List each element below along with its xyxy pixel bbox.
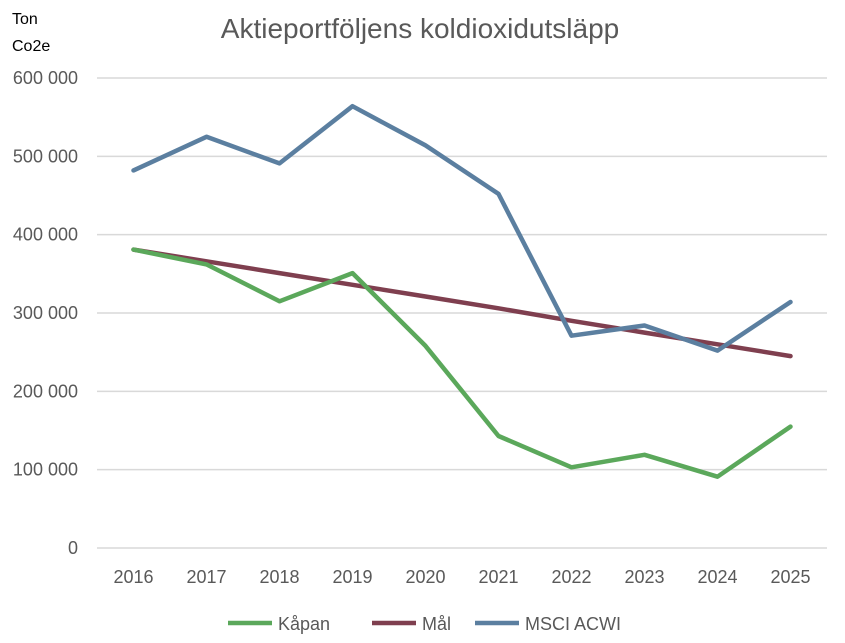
legend-label: Kåpan xyxy=(278,614,330,634)
legend-item: MSCI ACWI xyxy=(475,614,621,634)
series-line-msci-acwi xyxy=(131,103,793,353)
y-tick-label: 600 000 xyxy=(13,68,78,88)
x-tick-label: 2017 xyxy=(186,567,226,587)
unit-label-line-1: Ton xyxy=(12,11,38,28)
legend-label: MSCI ACWI xyxy=(525,614,621,634)
y-axis-ticks: 0 100 000 200 000 300 000 400 000 500 000 600 … xyxy=(13,68,78,558)
x-tick-label: 2020 xyxy=(405,567,445,587)
legend-item: Mål xyxy=(372,614,451,634)
x-tick-label: 2018 xyxy=(259,567,299,587)
unit-label-line-2: Co2e xyxy=(12,38,50,55)
y-tick-label: 100 000 xyxy=(13,460,78,480)
x-tick-label: 2024 xyxy=(697,567,737,587)
x-axis-ticks: 2016 2017 2018 2019 2020 2021 2022 2023 2024 2025 xyxy=(113,567,810,587)
series-lines xyxy=(131,103,793,479)
y-tick-label: 0 xyxy=(68,538,78,558)
legend: Kåpan Mål MSCI ACWI xyxy=(228,614,621,634)
x-tick-label: 2019 xyxy=(332,567,372,587)
x-tick-label: 2025 xyxy=(770,567,810,587)
x-tick-label: 2016 xyxy=(113,567,153,587)
legend-label: Mål xyxy=(422,614,451,634)
y-tick-label: 400 000 xyxy=(13,225,78,245)
x-tick-label: 2023 xyxy=(624,567,664,587)
x-tick-label: 2021 xyxy=(478,567,518,587)
chart-title: Aktieportföljens koldioxidutsläpp xyxy=(221,13,619,44)
y-tick-label: 500 000 xyxy=(13,146,78,166)
y-tick-label: 300 000 xyxy=(13,303,78,323)
y-tick-label: 200 000 xyxy=(13,381,78,401)
series-line-k-pan xyxy=(131,247,793,479)
legend-item: Kåpan xyxy=(228,614,330,634)
x-tick-label: 2022 xyxy=(551,567,591,587)
